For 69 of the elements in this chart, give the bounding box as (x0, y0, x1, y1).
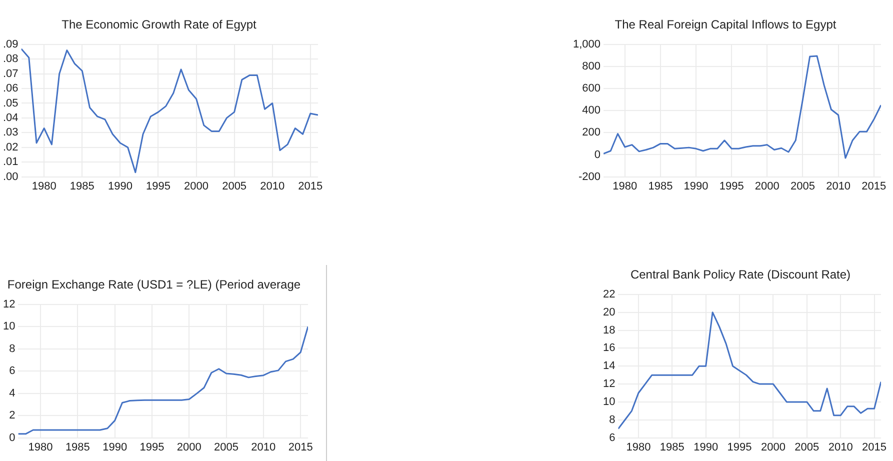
x-tick-label: 2000 (176, 441, 202, 454)
y-tick-label: 10 (2, 320, 16, 333)
y-tick-label: .04 (2, 112, 18, 124)
y-tick-label: 2 (9, 410, 16, 422)
y-tick-label: 8 (9, 342, 16, 355)
y-tick-label: .02 (2, 141, 18, 154)
x-tick-label: 1980 (28, 441, 53, 454)
y-tick-label: 6 (9, 365, 16, 378)
y-tick-label: 12 (2, 298, 16, 310)
chart-title: Foreign Exchange Rate (USD1 = ?LE) (Period average (7, 278, 301, 292)
y-tick-label: 20 (602, 306, 616, 318)
x-tick-label: 2015 (862, 180, 886, 192)
x-tick-label: 2000 (184, 180, 209, 192)
x-tick-label: 2005 (214, 441, 239, 454)
y-tick-label: 18 (602, 324, 616, 336)
x-tick-label: 1985 (70, 180, 94, 192)
x-tick-label: 2015 (862, 441, 887, 454)
y-tick-label: 200 (582, 126, 601, 139)
x-tick-label: 2015 (288, 441, 313, 454)
y-tick-label: 800 (582, 60, 601, 72)
y-tick-label: 0 (9, 432, 16, 444)
x-tick-label: 2010 (251, 441, 276, 454)
y-tick-label: .01 (2, 156, 18, 168)
x-tick-label: 1985 (648, 180, 673, 192)
y-tick-label: 16 (602, 342, 616, 354)
y-tick-label: .08 (2, 53, 18, 66)
chart-title: The Economic Growth Rate of Egypt (62, 18, 258, 32)
x-tick-label: 2010 (828, 441, 853, 454)
x-tick-label: 1995 (727, 441, 752, 454)
x-tick-label: 1990 (108, 180, 132, 192)
y-tick-label: .06 (2, 82, 18, 95)
y-tick-label: 1,000 (572, 38, 601, 50)
y-tick-label: 10 (602, 396, 616, 408)
y-tick-label: 600 (582, 82, 601, 95)
y-tick-label: 12 (602, 378, 616, 390)
y-tick-label: 14 (602, 360, 616, 372)
y-tick-label: 0 (594, 148, 601, 161)
y-tick-label: 4 (9, 387, 16, 400)
x-tick-label: 2005 (222, 180, 247, 192)
x-tick-label: 2005 (790, 180, 815, 192)
x-tick-label: 2015 (298, 180, 323, 192)
x-tick-label: 2010 (826, 180, 851, 192)
x-tick-label: 1995 (140, 441, 164, 454)
x-tick-label: 1985 (65, 441, 90, 454)
x-tick-label: 1990 (102, 441, 128, 454)
y-tick-label: .09 (2, 38, 18, 50)
y-tick-label: .03 (2, 126, 18, 139)
x-tick-label: 1990 (694, 441, 718, 454)
chart-title: The Real Foreign Capital Inflows to Egypt (614, 18, 837, 32)
x-tick-label: 1990 (684, 180, 708, 192)
y-tick-label: 400 (582, 104, 601, 117)
y-tick-label: 8 (609, 414, 616, 426)
x-tick-label: 2000 (760, 441, 786, 454)
x-tick-label: 1985 (660, 441, 684, 454)
y-tick-label: 22 (602, 288, 616, 300)
x-tick-label: 2010 (260, 180, 285, 192)
x-tick-label: 1995 (146, 180, 170, 192)
x-tick-label: 2000 (754, 180, 780, 192)
x-tick-label: 1980 (32, 180, 56, 192)
y-tick-label: .07 (2, 68, 18, 80)
y-tick-label: .00 (2, 170, 18, 183)
x-tick-label: 1980 (626, 441, 651, 454)
y-tick-label: -200 (578, 170, 601, 183)
x-tick-label: 2005 (794, 441, 820, 454)
chart-title: Central Bank Policy Rate (Discount Rate) (630, 268, 851, 282)
y-tick-label: .05 (2, 97, 18, 110)
x-tick-label: 1995 (719, 180, 744, 192)
x-tick-label: 1980 (612, 180, 638, 192)
y-tick-label: 6 (609, 432, 616, 444)
